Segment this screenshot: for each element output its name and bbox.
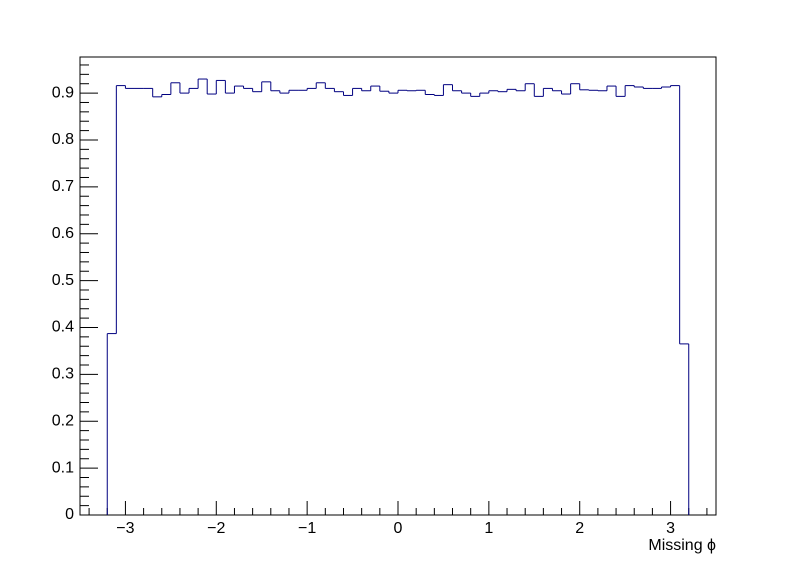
y-tick-label: 0.1 <box>52 459 74 476</box>
y-tick-label: 0 <box>65 506 74 523</box>
x-tick-label: 2 <box>575 520 584 537</box>
y-tick-label: 0.4 <box>52 319 74 336</box>
x-axis-label: Missing ϕ <box>648 537 716 554</box>
y-tick-label: 0.8 <box>52 131 74 148</box>
y-tick-label: 0.5 <box>52 272 74 289</box>
x-tick-label: −2 <box>207 520 225 537</box>
y-tick-label: 0.7 <box>52 178 74 195</box>
x-tick-label: 0 <box>394 520 403 537</box>
y-tick-label: 0.6 <box>52 225 74 242</box>
plot-frame <box>79 56 717 516</box>
x-tick-label: −3 <box>116 520 134 537</box>
y-tick-label: 0.9 <box>52 84 74 101</box>
y-tick-label: 0.3 <box>52 366 74 383</box>
x-tick-label: −1 <box>298 520 316 537</box>
y-tick-label: 0.2 <box>52 412 74 429</box>
x-tick-label: 3 <box>666 520 675 537</box>
x-tick-label: 1 <box>484 520 493 537</box>
